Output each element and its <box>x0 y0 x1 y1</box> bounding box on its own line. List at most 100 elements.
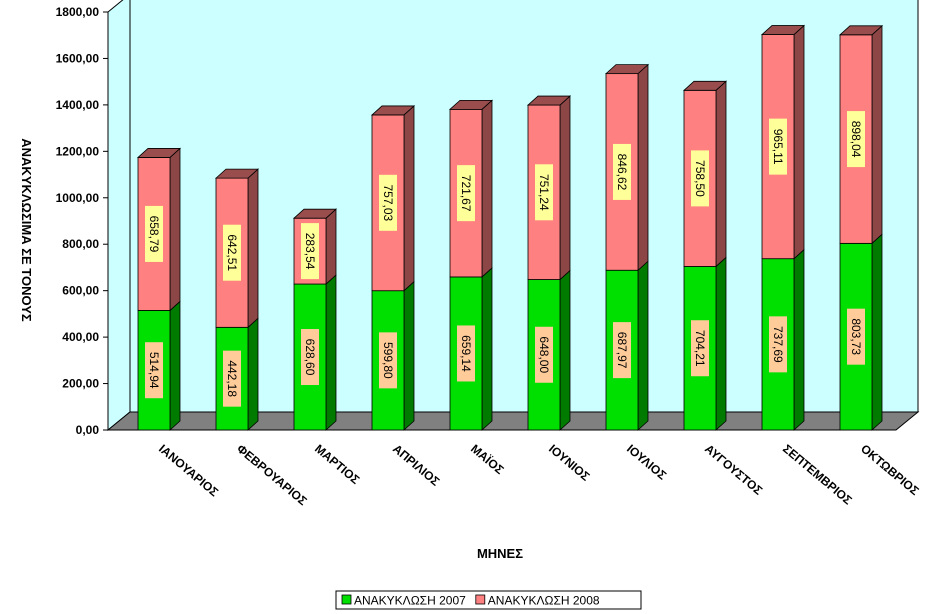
data-label-group: 803,73 <box>847 308 865 365</box>
data-label-bg <box>301 329 319 386</box>
bar-side <box>871 233 883 431</box>
x-category-label: ΦΕΒΡΟΥΑΡΙΟΣ <box>234 442 310 509</box>
data-label-bg <box>613 143 631 200</box>
x-axis-categories: ΙΑΝΟΥΑΡΙΟΣ ΦΕΒΡΟΥΑΡΙΟΣ ΜΑΡΤΙΟΣ ΑΠΡΙΛΙΟΣ ΜΑΪΟ… <box>156 441 922 508</box>
data-label-group: 704,21 <box>691 320 709 377</box>
y-tick-label: 800,00 <box>62 237 99 251</box>
bar-top <box>370 105 416 116</box>
bar-side <box>637 63 649 272</box>
legend-entry: ΑΝΑΚΥΚΛΩΣΗ 2008 <box>488 594 600 608</box>
legend-box <box>335 590 642 610</box>
legend: ΑΝΑΚΥΚΛΩΣΗ 2007 ΑΝΑΚΥΚΛΩΣΗ 2008 <box>335 590 642 610</box>
data-label-group: 846,62 <box>613 143 631 200</box>
data-label: 283,54 <box>303 233 317 270</box>
x-category-label: ΣΕΠΤΕΜΒΡΙΟΣ <box>780 442 855 508</box>
bar-side <box>637 260 649 431</box>
data-label-bg <box>535 164 553 221</box>
x-category-label: ΜΑΪΟΣ <box>468 441 507 477</box>
data-label: 751,24 <box>537 174 551 211</box>
data-label-group: 757,03 <box>379 174 397 231</box>
bars: 514,94 658,79 442,18 642,51 628,60 283,54 599,… <box>136 24 884 431</box>
bar-side <box>325 274 337 431</box>
bar-stack: 648,00 751,24 <box>526 95 572 431</box>
bar-stack: 514,94 658,79 <box>136 147 182 431</box>
y-tick-label: 0,00 <box>76 423 100 437</box>
data-label: 442,18 <box>225 360 239 397</box>
data-label-bg <box>613 322 631 379</box>
data-label-group: 751,24 <box>535 164 553 221</box>
x-category-label: ΙΟΥΛΙΟΣ <box>624 442 669 483</box>
y-axis-title: ΑΝΑΚΥΚΛΩΣΙΜΑ ΣΕ ΤΟΝΟΥΣ <box>19 138 34 322</box>
data-label-group: 648,00 <box>535 326 553 383</box>
data-label-group: 658,79 <box>145 205 163 262</box>
data-label-group: 642,51 <box>223 224 241 281</box>
bar-side <box>715 256 727 431</box>
data-label: 846,62 <box>615 154 629 191</box>
data-label-bg <box>379 174 397 231</box>
bar-stack: 687,97 846,62 <box>604 63 650 431</box>
data-label-group: 514,94 <box>145 342 163 399</box>
bar-side <box>559 269 571 431</box>
bar-side <box>481 99 493 278</box>
bar-stack: 628,60 283,54 <box>292 208 338 431</box>
y-axis-ticks: 0,00 200,00 400,00 600,00 800,00 1000,00 1200,… <box>56 5 109 437</box>
bar-top <box>604 64 650 75</box>
data-label: 704,21 <box>693 330 707 367</box>
bar-stack: 442,18 642,51 <box>214 168 260 431</box>
data-label: 514,94 <box>147 352 161 389</box>
data-label-bg <box>691 150 709 207</box>
data-label-bg <box>769 316 787 373</box>
bar-top <box>682 80 728 91</box>
data-label-group: 599,80 <box>379 332 397 389</box>
data-label-bg <box>379 332 397 389</box>
data-label: 642,51 <box>225 234 239 271</box>
data-label: 721,67 <box>459 175 473 212</box>
bar-stack: 737,69 965,11 <box>760 24 806 431</box>
data-label-bg <box>145 205 163 262</box>
data-label-bg <box>769 118 787 175</box>
bar-top <box>214 168 260 179</box>
x-category-label: ΟΚΤΩΒΡΙΟΣ <box>858 442 922 499</box>
bar-side <box>715 80 727 268</box>
data-label: 803,73 <box>849 318 863 355</box>
bar-side <box>793 248 805 431</box>
data-label-group: 687,97 <box>613 322 631 379</box>
legend-swatch <box>341 594 352 605</box>
data-label: 687,97 <box>615 332 629 369</box>
data-label-group: 965,11 <box>769 118 787 175</box>
data-label-group: 721,67 <box>457 165 475 222</box>
data-label-group: 442,18 <box>223 350 241 407</box>
data-label-bg <box>691 320 709 377</box>
legend-swatch <box>475 594 486 605</box>
data-label: 757,03 <box>381 184 395 221</box>
legend-entry: ΑΝΑΚΥΚΛΩΣΗ 2007 <box>354 594 466 608</box>
bar-side <box>247 168 259 329</box>
bar-top <box>760 25 806 35</box>
data-label: 659,14 <box>459 335 473 372</box>
data-label-bg <box>457 325 475 382</box>
data-label: 898,04 <box>849 121 863 158</box>
data-label-bg <box>457 165 475 222</box>
data-label-bg <box>223 350 241 407</box>
bar-side <box>169 147 181 312</box>
x-category-label: ΙΟΥΝΙΟΣ <box>546 442 592 484</box>
y-tick-label: 200,00 <box>62 377 99 391</box>
data-label-group: 898,04 <box>847 111 865 168</box>
bar-side <box>793 24 805 260</box>
data-label: 628,60 <box>303 339 317 376</box>
x-category-label: ΑΠΡΙΛΙΟΣ <box>390 442 442 489</box>
bar-top <box>526 95 572 106</box>
bar-top <box>448 99 494 110</box>
data-label-group: 628,60 <box>301 329 319 386</box>
y-tick-label: 1800,00 <box>56 5 100 19</box>
data-label-bg <box>145 342 163 399</box>
bar-stack: 599,80 757,03 <box>370 105 416 431</box>
data-label-group: 737,69 <box>769 316 787 373</box>
side-wall <box>107 0 131 432</box>
y-tick-label: 1200,00 <box>56 144 100 158</box>
bar-top <box>136 148 182 158</box>
y-tick-label: 600,00 <box>62 284 99 298</box>
bar-side <box>481 267 493 431</box>
x-category-label: ΑΥΓΟΥΣΤΟΣ <box>702 442 765 498</box>
